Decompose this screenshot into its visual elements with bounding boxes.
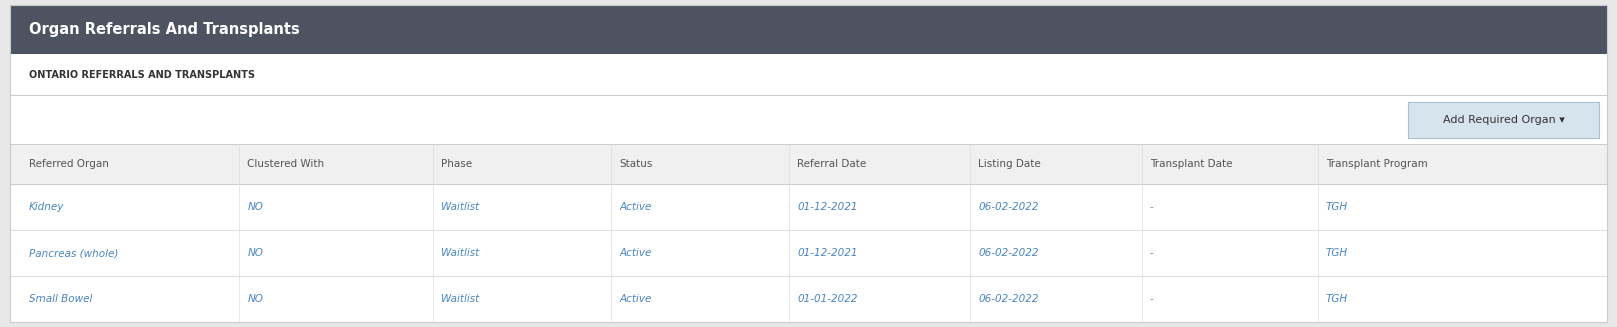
Bar: [10, 95, 1607, 145]
Text: Active: Active: [619, 294, 652, 304]
Text: Waitlist: Waitlist: [441, 248, 480, 258]
Bar: [1408, 102, 1599, 138]
Text: 01-12-2021: 01-12-2021: [797, 202, 857, 212]
Text: Transplant Date: Transplant Date: [1150, 159, 1232, 169]
Text: 01-12-2021: 01-12-2021: [797, 248, 857, 258]
Text: Waitlist: Waitlist: [441, 294, 480, 304]
Text: Referral Date: Referral Date: [797, 159, 867, 169]
Text: TGH: TGH: [1326, 202, 1349, 212]
Text: TGH: TGH: [1326, 294, 1349, 304]
Bar: [10, 184, 1607, 230]
Text: NO: NO: [247, 294, 264, 304]
Text: -: -: [1150, 294, 1153, 304]
Text: Status: Status: [619, 159, 653, 169]
Text: TGH: TGH: [1326, 248, 1349, 258]
Bar: [10, 230, 1607, 276]
Text: Pancreas (whole): Pancreas (whole): [29, 248, 118, 258]
Text: Waitlist: Waitlist: [441, 202, 480, 212]
Text: NO: NO: [247, 202, 264, 212]
Text: 06-02-2022: 06-02-2022: [978, 294, 1038, 304]
Text: ONTARIO REFERRALS AND TRANSPLANTS: ONTARIO REFERRALS AND TRANSPLANTS: [29, 70, 255, 80]
Bar: [10, 5, 1607, 54]
Text: 01-01-2022: 01-01-2022: [797, 294, 857, 304]
Text: Phase: Phase: [441, 159, 472, 169]
Text: 06-02-2022: 06-02-2022: [978, 248, 1038, 258]
Bar: [10, 276, 1607, 322]
Text: Clustered With: Clustered With: [247, 159, 325, 169]
Text: -: -: [1150, 202, 1153, 212]
Text: -: -: [1150, 248, 1153, 258]
Text: Active: Active: [619, 202, 652, 212]
Bar: [10, 54, 1607, 95]
Text: 06-02-2022: 06-02-2022: [978, 202, 1038, 212]
Text: Transplant Program: Transplant Program: [1326, 159, 1428, 169]
Bar: [10, 145, 1607, 184]
Text: Add Required Organ ▾: Add Required Organ ▾: [1442, 115, 1565, 125]
Text: Active: Active: [619, 248, 652, 258]
Text: Listing Date: Listing Date: [978, 159, 1041, 169]
Text: NO: NO: [247, 248, 264, 258]
Text: Kidney: Kidney: [29, 202, 65, 212]
Text: Referred Organ: Referred Organ: [29, 159, 108, 169]
Text: Organ Referrals And Transplants: Organ Referrals And Transplants: [29, 22, 299, 37]
Text: Small Bowel: Small Bowel: [29, 294, 92, 304]
